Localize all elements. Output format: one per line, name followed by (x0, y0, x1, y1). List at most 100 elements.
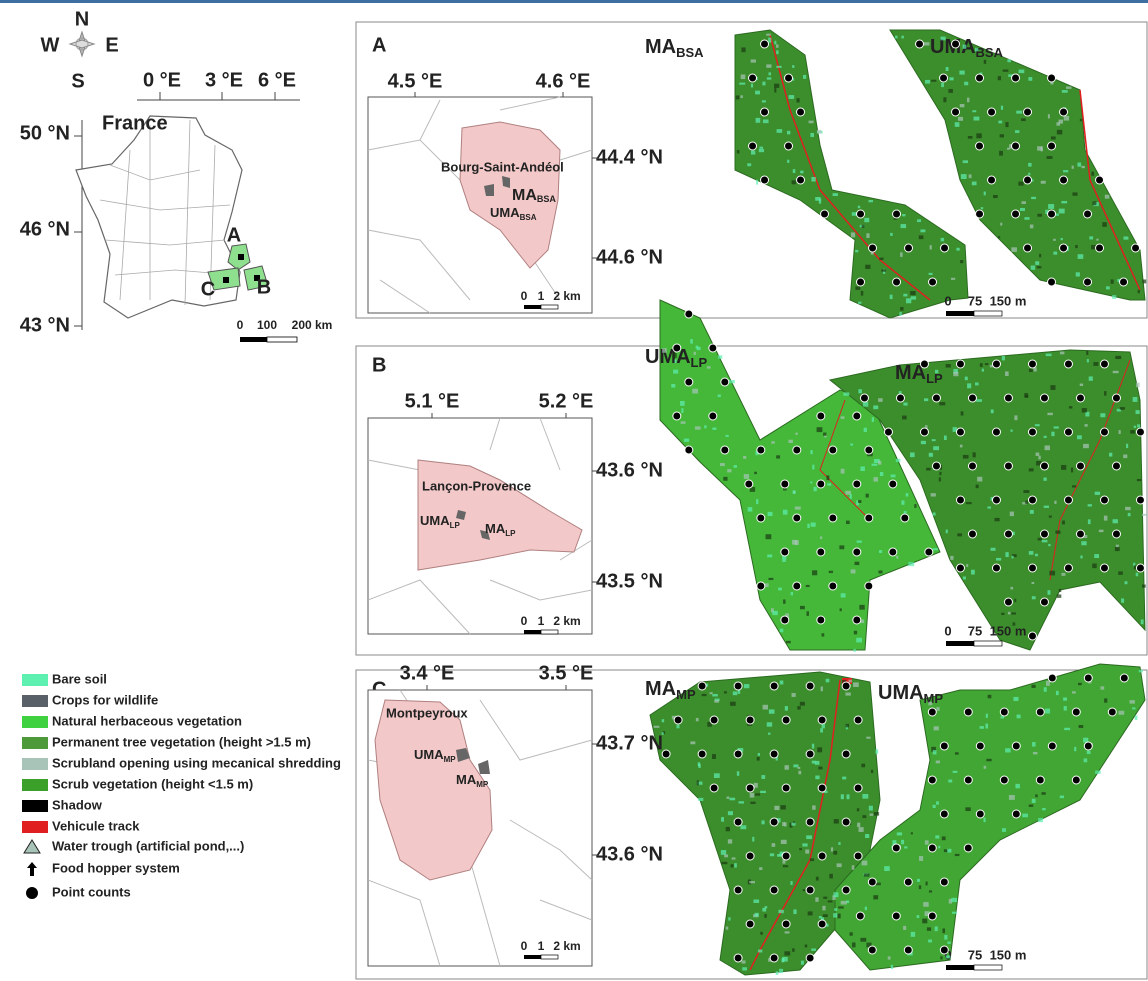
texture-patch (737, 771, 739, 776)
point-count (734, 954, 742, 962)
texture-patch (895, 36, 898, 39)
texture-patch (951, 278, 955, 280)
texture-patch (755, 91, 760, 95)
texture-patch (861, 291, 863, 296)
texture-patch (873, 406, 878, 410)
texture-patch (960, 260, 963, 263)
texture-patch (1093, 362, 1098, 366)
texture-patch (838, 842, 840, 845)
texture-patch (841, 469, 845, 474)
texture-patch (1086, 351, 1088, 355)
texture-patch (739, 83, 745, 85)
texture-patch (1106, 286, 1110, 289)
texture-patch (875, 749, 878, 754)
point-count (842, 818, 850, 826)
lat-label: 43.7 °N (596, 732, 663, 754)
point-count (793, 446, 801, 454)
point-count (710, 784, 718, 792)
texture-patch (777, 129, 783, 133)
texture-patch (760, 932, 763, 935)
texture-patch (946, 955, 951, 958)
site-title: MAMP (645, 678, 696, 702)
point-count (746, 716, 754, 724)
texture-patch (714, 773, 720, 778)
texture-patch (1011, 612, 1016, 614)
point-count (1028, 496, 1036, 504)
texture-patch (1002, 828, 1006, 832)
scale-label: 150 m (990, 947, 1027, 962)
texture-patch (880, 472, 883, 476)
texture-patch (758, 753, 760, 756)
texture-patch (864, 428, 867, 432)
texture-patch (707, 366, 711, 368)
texture-patch (834, 819, 839, 823)
texture-patch (1024, 217, 1029, 220)
texture-patch (896, 459, 901, 462)
texture-patch (1080, 384, 1083, 386)
point-count (761, 40, 769, 48)
texture-patch (1139, 670, 1143, 673)
texture-patch (1048, 114, 1050, 118)
lon-label: 5.1 °E (405, 390, 460, 412)
texture-patch (1142, 585, 1146, 588)
texture-patch (859, 827, 864, 832)
site-main: MA (512, 187, 537, 204)
texture-patch (795, 540, 799, 545)
point-count (956, 564, 964, 572)
texture-patch (890, 233, 893, 236)
texture-patch (841, 794, 844, 799)
site-main: UMA (414, 747, 444, 762)
compass-e: E (105, 34, 118, 56)
point-count (1064, 564, 1072, 572)
texture-patch (1071, 468, 1073, 473)
texture-patch (726, 797, 729, 799)
texture-patch (1072, 691, 1076, 693)
texture-patch (1024, 393, 1028, 397)
texture-patch (1030, 225, 1033, 229)
texture-patch (837, 914, 840, 919)
texture-patch (721, 850, 726, 855)
texture-patch (1021, 118, 1026, 121)
texture-patch (728, 839, 732, 843)
texture-patch (732, 857, 736, 859)
texture-patch (1022, 201, 1026, 204)
scale-label: 0 (944, 623, 951, 638)
point-count (1072, 776, 1080, 784)
point-count (1048, 278, 1056, 286)
texture-patch (792, 693, 796, 697)
texture-patch (812, 744, 814, 749)
point-count (901, 514, 909, 522)
point-count (1100, 428, 1108, 436)
texture-patch (816, 877, 819, 881)
texture-patch (930, 245, 932, 249)
texture-patch (1064, 706, 1067, 711)
texture-patch (939, 472, 941, 475)
texture-patch (821, 686, 823, 691)
texture-patch (815, 897, 818, 901)
site-main: UMA (420, 513, 450, 528)
point-count (1012, 810, 1020, 818)
legend-label: Natural herbaceous vegetation (52, 713, 242, 728)
texture-patch (671, 384, 675, 388)
site-sub: LP (691, 355, 708, 370)
point-count (1004, 394, 1012, 402)
texture-patch (1079, 725, 1084, 728)
texture-patch (1069, 406, 1072, 408)
point-count (988, 176, 996, 184)
texture-patch (797, 98, 800, 102)
point-count (746, 852, 754, 860)
scale-label: 200 km (292, 318, 333, 332)
texture-patch (852, 942, 855, 947)
texture-patch (724, 691, 727, 693)
texture-patch (1031, 266, 1035, 270)
texture-patch (965, 377, 968, 381)
texture-patch (1035, 554, 1038, 556)
legend-label: Point counts (52, 884, 131, 899)
texture-patch (1072, 485, 1076, 487)
texture-patch (776, 455, 780, 458)
texture-patch (1029, 369, 1033, 372)
point-count (992, 564, 1000, 572)
texture-patch (1053, 252, 1057, 255)
point-count (1136, 428, 1144, 436)
point-count (817, 616, 825, 624)
